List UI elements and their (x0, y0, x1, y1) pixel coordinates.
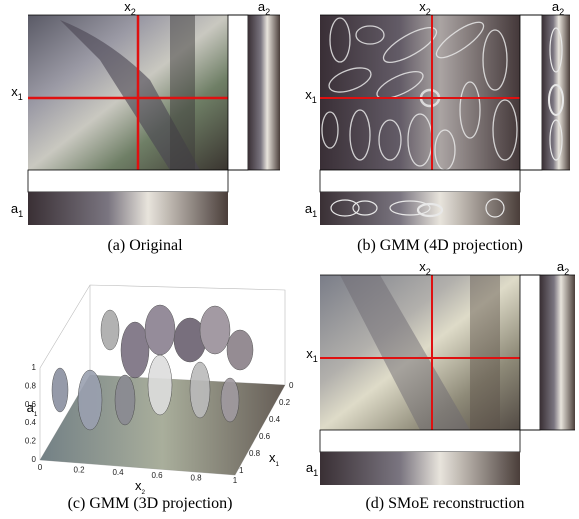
tick-label: 0.8 (249, 449, 261, 458)
axis-label: a2 (557, 259, 569, 277)
label-subscript: 2 (141, 489, 145, 496)
tick-label: 1 (239, 466, 244, 475)
axis-label: x2 (124, 0, 136, 17)
tick-label: 1 (32, 363, 37, 372)
axis-label: a1 (11, 201, 23, 219)
label-subscript: 1 (18, 209, 23, 219)
label-subscript: 2 (559, 7, 564, 17)
caption: (b) GMM (4D projection) (357, 237, 523, 254)
label-subscript: 1 (312, 209, 317, 219)
tick-label: 0.2 (73, 466, 85, 475)
label-subscript: 1 (34, 411, 38, 418)
label-subscript: 1 (18, 92, 23, 102)
label-subscript: 2 (426, 267, 431, 277)
axis-label: x1 (305, 87, 317, 105)
label-subscript: 1 (312, 95, 317, 105)
label-subscript: 2 (426, 7, 431, 17)
axis-label: x2 (419, 0, 431, 17)
tick-label: 0 (289, 381, 294, 390)
label-subscript: 1 (275, 461, 279, 468)
axis-label: x1 (11, 84, 23, 102)
label-subscript: 2 (265, 7, 270, 17)
axis-label: a2 (552, 0, 564, 17)
axis-label: a1 (305, 201, 317, 219)
axis-label: x1 (269, 450, 280, 468)
axis-label: x2 (135, 478, 146, 496)
tick-label: 0.2 (279, 398, 291, 407)
axis-label: a1 (306, 460, 318, 478)
caption: (a) Original (107, 237, 183, 254)
axis-label: a2 (258, 0, 270, 17)
tick-label: 0.8 (25, 381, 37, 390)
panel-b (320, 15, 570, 225)
tick-label: 0 (38, 463, 43, 472)
axis-label: x2 (419, 259, 431, 277)
tick-label: 1 (233, 476, 238, 485)
panel-c (40, 285, 285, 475)
tick-label: 0 (32, 455, 37, 464)
tick-label: 0.4 (112, 468, 124, 477)
figure: (a) Original (b) GMM (4D projection) (c)… (0, 0, 579, 519)
label-subscript: 1 (313, 468, 318, 478)
label-subscript: 2 (564, 267, 569, 277)
tick-label: 0.6 (151, 471, 163, 480)
tick-label: 0.2 (25, 437, 37, 446)
tick-label: 0.6 (25, 400, 37, 409)
label-subscript: 1 (313, 354, 318, 364)
label-subscript: 2 (131, 7, 136, 17)
axis-label: x1 (306, 346, 318, 364)
tick-label: 0.4 (25, 418, 37, 427)
tick-label: 0.8 (190, 473, 202, 482)
panel-d (320, 275, 575, 485)
tick-label: 0.4 (269, 415, 281, 424)
caption: (d) SMoE reconstruction (365, 495, 524, 512)
panel-a (28, 15, 280, 225)
tick-label: 0.6 (259, 432, 271, 441)
caption: (c) GMM (3D projection) (68, 495, 233, 512)
